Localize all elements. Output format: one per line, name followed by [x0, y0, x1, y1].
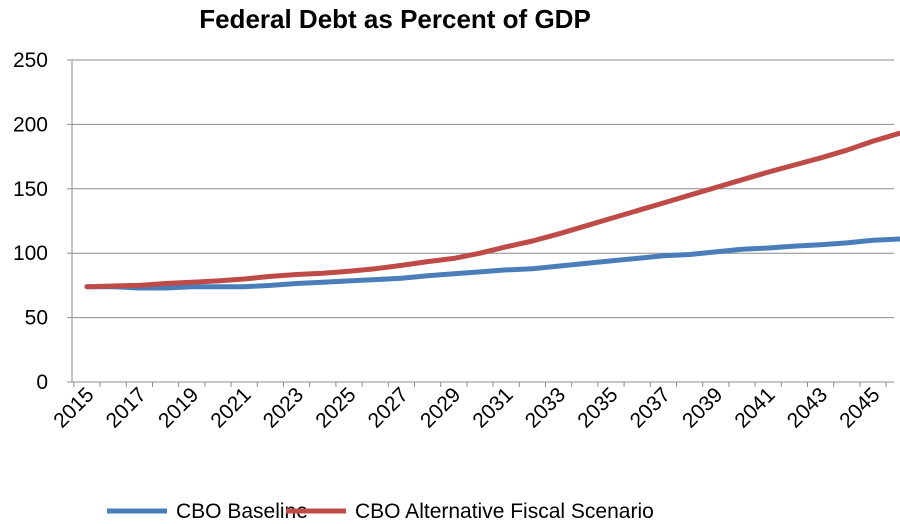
gridlines: [72, 59, 894, 319]
legend: CBO Baseline CBO Alternative Fiscal Scena…: [107, 500, 654, 523]
x-tick-label: 2037: [626, 383, 675, 432]
y-tick-label: 250: [13, 49, 48, 72]
chart-title: Federal Debt as Percent of GDP: [199, 4, 591, 34]
x-tick-label: 2017: [102, 383, 151, 432]
legend-label: CBO Baseline: [176, 500, 308, 523]
x-tick-label: 2015: [49, 383, 98, 432]
legend-item: CBO Alternative Fiscal Scenario: [286, 500, 654, 523]
y-axis-ticks: 0 50 100 150 200 250: [13, 49, 72, 394]
x-tick-label: 2035: [573, 383, 622, 432]
x-tick-label: 2025: [311, 383, 360, 432]
x-tick-label: 2045: [835, 383, 884, 432]
series-line-alternative: [84, 130, 900, 290]
y-tick-label: 50: [25, 307, 48, 330]
legend-label: CBO Alternative Fiscal Scenario: [355, 500, 654, 523]
x-tick-label: 2039: [678, 383, 727, 432]
x-tick-label: 2033: [521, 383, 570, 432]
x-tick-label: 2031: [468, 383, 517, 432]
series-lines: [84, 130, 900, 291]
x-tick-label: 2027: [364, 383, 413, 432]
x-tick-label: 2043: [783, 383, 832, 432]
y-tick-label: 100: [13, 242, 48, 265]
axes: [71, 60, 894, 383]
x-tick-label: 2019: [154, 383, 203, 432]
x-tick-label: 2029: [416, 383, 465, 432]
x-tick-label: 2021: [206, 383, 255, 432]
x-axis-ticks: 2015 2017 2019 2021 2023 2025 2027 2029 2031 2033…: [49, 382, 887, 433]
x-tick-label: 2041: [730, 383, 779, 432]
y-tick-label: 0: [36, 371, 48, 394]
y-tick-label: 200: [13, 113, 48, 136]
x-tick-label: 2023: [259, 383, 308, 432]
legend-item: CBO Baseline: [107, 500, 308, 523]
series-line-baseline: [84, 236, 900, 291]
y-tick-label: 150: [13, 178, 48, 201]
